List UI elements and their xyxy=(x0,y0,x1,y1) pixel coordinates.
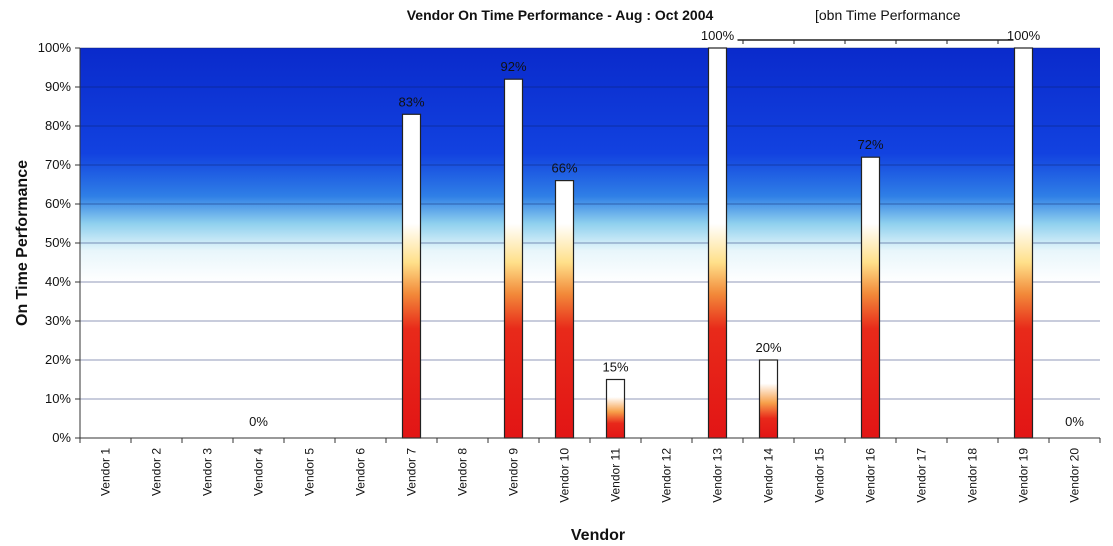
bar xyxy=(707,47,728,439)
x-tick-label: Vendor 4 xyxy=(252,448,266,496)
x-tick-label: Vendor 14 xyxy=(762,448,776,503)
data-label: 100% xyxy=(701,28,735,43)
x-tick-label: Vendor 1 xyxy=(99,448,113,496)
legend-line xyxy=(737,39,1014,44)
y-tick-label: 80% xyxy=(45,118,71,133)
data-label: 0% xyxy=(249,414,268,429)
x-tick-label: Vendor 15 xyxy=(813,448,827,503)
data-label: 92% xyxy=(500,59,526,74)
x-tick-label: Vendor 11 xyxy=(609,448,623,502)
x-tick-label: Vendor 18 xyxy=(966,448,980,503)
x-axis-ticks: Vendor 1 Vendor 2 Vendor 3 Vendor 4 Vendor 5… xyxy=(79,438,1101,503)
bar xyxy=(503,78,524,439)
x-tick-label: Vendor 17 xyxy=(915,448,929,503)
y-tick-label: 20% xyxy=(45,352,71,367)
y-tick-label: 90% xyxy=(45,79,71,94)
data-label: 20% xyxy=(755,340,781,355)
x-tick-label: Vendor 9 xyxy=(507,448,521,496)
x-tick-label: Vendor 19 xyxy=(1017,448,1031,503)
y-tick-label: 60% xyxy=(45,196,71,211)
x-tick-label: Vendor 10 xyxy=(558,448,572,503)
y-tick-label: 10% xyxy=(45,391,71,406)
y-tick-label: 30% xyxy=(45,313,71,328)
data-label: 72% xyxy=(857,137,883,152)
y-axis-ticks: 0% 10% 20% 30% 40% 50% 60% 70% 80% 90% 100% xyxy=(38,40,80,445)
bar xyxy=(401,113,422,439)
gridlines xyxy=(80,47,1100,400)
bar xyxy=(605,378,626,439)
x-tick-label: Vendor 2 xyxy=(150,448,164,496)
bar xyxy=(758,359,779,439)
x-tick-label: Vendor 3 xyxy=(201,448,215,496)
y-tick-label: 0% xyxy=(52,430,71,445)
x-tick-label: Vendor 12 xyxy=(660,448,674,503)
data-label: 66% xyxy=(551,161,577,176)
y-tick-label: 40% xyxy=(45,274,71,289)
y-axis-title: On Time Performance xyxy=(14,160,31,326)
data-label: 15% xyxy=(602,360,628,375)
x-axis-title: Vendor xyxy=(571,527,625,544)
data-labels: 0% 83% 92% 66% 15% 100% 20% 72% 100% 0% xyxy=(249,28,1084,429)
x-tick-label: Vendor 5 xyxy=(303,448,317,496)
x-tick-label: Vendor 7 xyxy=(405,448,419,496)
x-tick-label: Vendor 13 xyxy=(711,448,725,503)
x-tick-label: Vendor 6 xyxy=(354,448,368,496)
data-label: 0% xyxy=(1065,414,1084,429)
x-tick-label: Vendor 8 xyxy=(456,448,470,496)
bar xyxy=(554,180,575,439)
chart-title: Vendor On Time Performance - Aug : Oct 2… xyxy=(407,7,714,23)
x-tick-label: Vendor 20 xyxy=(1068,448,1082,503)
bar xyxy=(1013,47,1034,439)
x-tick-label: Vendor 16 xyxy=(864,448,878,503)
legend-label: [obn Time Performance xyxy=(815,7,961,23)
data-label: 100% xyxy=(1007,28,1041,43)
plot-area xyxy=(80,48,1100,438)
y-tick-label: 70% xyxy=(45,157,71,172)
data-label: 83% xyxy=(398,94,424,109)
bar xyxy=(860,156,881,439)
y-tick-label: 50% xyxy=(45,235,71,250)
y-tick-label: 100% xyxy=(38,40,72,55)
